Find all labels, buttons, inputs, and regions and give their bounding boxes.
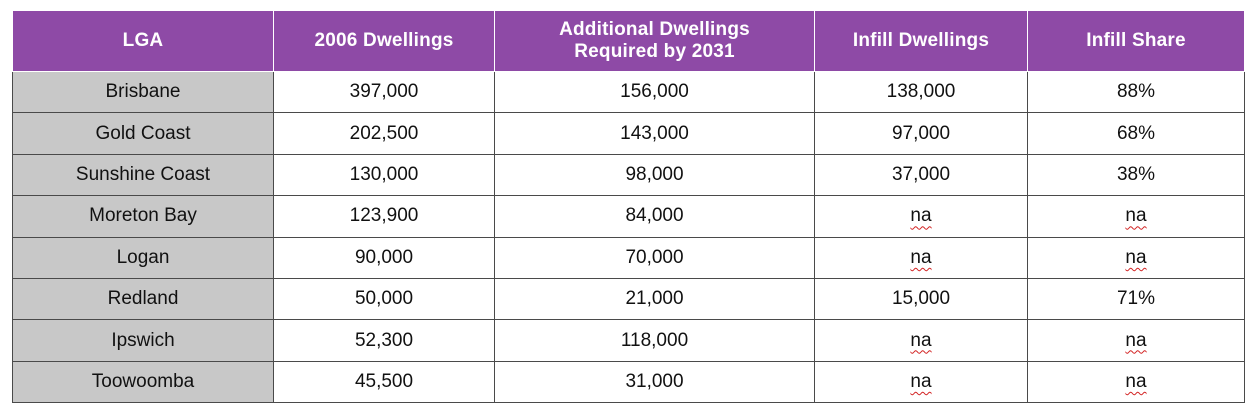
infill-share-cell-text: 88% [1116, 81, 1156, 103]
infill-dwellings-cell-text: 37,000 [891, 163, 951, 185]
lga-cell-text: Ipswich [111, 329, 175, 351]
infill-dwellings-cell-text: 97,000 [891, 122, 951, 144]
additional-dwellings-cell-text: 70,000 [625, 246, 684, 268]
lga-cell: Toowoomba [12, 360, 274, 404]
lga-cell-text: Sunshine Coast [75, 163, 211, 185]
lga-cell: Moreton Bay [12, 195, 274, 238]
infill-dwellings-cell: 15,000 [814, 277, 1028, 321]
infill-share-cell: 68% [1027, 112, 1245, 155]
table-row: Ipswich 52,300 118,000 na na [12, 319, 1245, 362]
additional-dwellings-cell: 98,000 [494, 153, 815, 197]
dwellings-2006-cell-text: 123,900 [349, 205, 419, 227]
additional-dwellings-cell: 143,000 [494, 112, 815, 155]
additional-dwellings-cell-text: 118,000 [620, 329, 689, 351]
lga-cell-text: Logan [116, 246, 170, 268]
infill-share-cell: 88% [1027, 70, 1245, 114]
dwellings-2006-cell: 123,900 [273, 195, 495, 238]
header-additional-dwellings: Additional Dwellings Required by 2031 [494, 10, 815, 72]
additional-dwellings-cell-text: 21,000 [625, 288, 684, 310]
additional-dwellings-cell-text: 156,000 [620, 81, 689, 103]
header-row: LGA 2006 Dwellings Additional Dwellings … [12, 10, 1245, 72]
lga-cell: Gold Coast [12, 112, 274, 155]
infill-dwellings-cell: na [814, 236, 1028, 279]
dwellings-2006-cell: 50,000 [273, 277, 495, 321]
dwellings-2006-cell-text: 397,000 [349, 81, 419, 103]
header-lga: LGA [12, 10, 274, 72]
dwellings-2006-cell-text: 45,500 [354, 370, 414, 392]
additional-dwellings-cell: 70,000 [494, 236, 815, 279]
infill-dwellings-cell-text: na [910, 246, 932, 268]
additional-dwellings-cell: 118,000 [494, 319, 815, 362]
dwellings-2006-cell: 90,000 [273, 236, 495, 279]
additional-dwellings-cell: 31,000 [494, 360, 815, 404]
table-row: Logan 90,000 70,000 na na [12, 236, 1245, 279]
infill-dwellings-cell: 97,000 [814, 112, 1028, 155]
dwellings-2006-cell: 52,300 [273, 319, 495, 362]
table-body: Brisbane 397,000 156,000 138,000 88% Gold Coa… [12, 70, 1245, 404]
infill-dwellings-cell: na [814, 195, 1028, 238]
dwellings-2006-cell-text: 52,300 [354, 329, 414, 351]
dwellings-2006-cell-text: 50,000 [354, 288, 414, 310]
lga-cell: Brisbane [12, 70, 274, 114]
dwellings-2006-cell: 45,500 [273, 360, 495, 404]
header-2006-dwellings: 2006 Dwellings [273, 10, 495, 72]
additional-dwellings-cell: 21,000 [494, 277, 815, 321]
additional-dwellings-cell: 84,000 [494, 195, 815, 238]
table-row: Moreton Bay 123,900 84,000 na na [12, 195, 1245, 238]
lga-cell-text: Toowoomba [91, 370, 195, 392]
infill-dwellings-cell-text: na [910, 370, 932, 392]
lga-cell-text: Redland [107, 288, 179, 310]
lga-cell: Redland [12, 277, 274, 321]
header-infill-share: Infill Share [1027, 10, 1245, 72]
lga-cell: Sunshine Coast [12, 153, 274, 197]
table-row: Brisbane 397,000 156,000 138,000 88% [12, 70, 1245, 114]
dwellings-2006-cell: 202,500 [273, 112, 495, 155]
infill-dwellings-cell-text: 138,000 [886, 81, 956, 103]
lga-cell: Logan [12, 236, 274, 279]
lga-cell-text: Gold Coast [95, 122, 191, 144]
infill-share-cell: 71% [1027, 277, 1245, 321]
dwellings-2006-cell: 130,000 [273, 153, 495, 197]
infill-dwellings-cell-text: 15,000 [891, 288, 951, 310]
lga-cell-text: Brisbane [105, 81, 181, 103]
table-row: Sunshine Coast 130,000 98,000 37,000 38% [12, 153, 1245, 197]
infill-share-cell-text: 71% [1116, 288, 1156, 310]
header-infill-dwellings: Infill Dwellings [814, 10, 1028, 72]
dwellings-2006-cell: 397,000 [273, 70, 495, 114]
additional-dwellings-cell: 156,000 [494, 70, 815, 114]
dwellings-table: LGA 2006 Dwellings Additional Dwellings … [12, 10, 1245, 404]
infill-share-cell-text: 68% [1116, 122, 1156, 144]
lga-cell-text: Moreton Bay [89, 205, 197, 227]
infill-share-cell-text: 38% [1116, 163, 1156, 185]
infill-share-cell: na [1027, 360, 1245, 404]
infill-share-cell: na [1027, 195, 1245, 238]
additional-dwellings-cell-text: 31,000 [625, 370, 684, 392]
table-row: Redland 50,000 21,000 15,000 71% [12, 277, 1245, 321]
infill-dwellings-cell: na [814, 360, 1028, 404]
infill-dwellings-cell: na [814, 319, 1028, 362]
infill-dwellings-cell: 138,000 [814, 70, 1028, 114]
additional-dwellings-cell-text: 98,000 [625, 163, 684, 185]
dwellings-2006-cell-text: 90,000 [354, 246, 414, 268]
dwellings-2006-cell-text: 202,500 [349, 122, 419, 144]
table-row: Toowoomba 45,500 31,000 na na [12, 360, 1245, 404]
infill-share-cell: na [1027, 236, 1245, 279]
infill-dwellings-cell-text: na [910, 329, 932, 351]
lga-cell: Ipswich [12, 319, 274, 362]
infill-share-cell-text: na [1125, 329, 1147, 351]
infill-share-cell-text: na [1125, 246, 1147, 268]
header-additional-dwellings-text: Additional Dwellings Required by 2031 [559, 19, 750, 62]
infill-dwellings-cell: 37,000 [814, 153, 1028, 197]
infill-share-cell: na [1027, 319, 1245, 362]
dwellings-2006-cell-text: 130,000 [349, 163, 419, 185]
infill-share-cell-text: na [1125, 205, 1147, 227]
infill-share-cell: 38% [1027, 153, 1245, 197]
infill-dwellings-cell-text: na [910, 205, 932, 227]
additional-dwellings-cell-text: 84,000 [625, 205, 684, 227]
infill-share-cell-text: na [1125, 370, 1147, 392]
additional-dwellings-cell-text: 143,000 [620, 122, 689, 144]
table-row: Gold Coast 202,500 143,000 97,000 68% [12, 112, 1245, 155]
